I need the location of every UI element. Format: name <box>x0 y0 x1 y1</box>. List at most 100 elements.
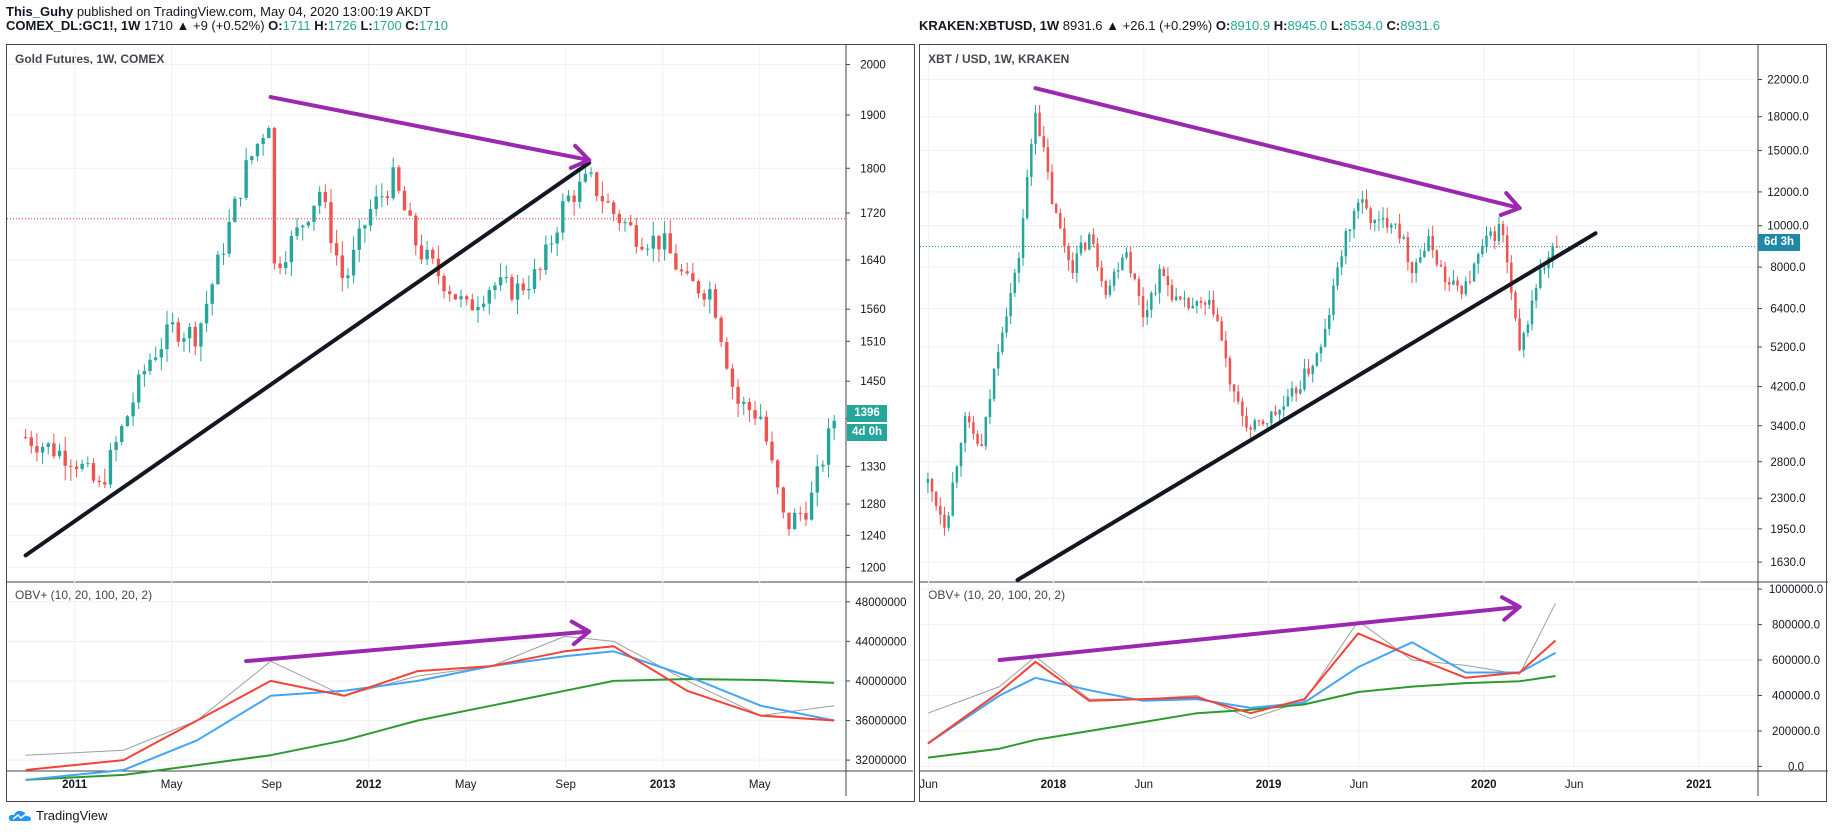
right-candle-body <box>1435 250 1439 265</box>
left-candle-body <box>764 416 769 442</box>
left-candle-body <box>414 215 418 246</box>
left-candle-body <box>453 294 458 300</box>
right-indicator-arrow <box>997 604 1522 663</box>
right-y-tick-label: 15000.0 <box>1767 146 1809 158</box>
right-candle-body <box>1497 224 1501 241</box>
right-candle-body <box>1472 263 1476 282</box>
right-y-tick-label: 2800.0 <box>1770 457 1805 469</box>
right-candle-body <box>1220 321 1223 341</box>
left-candle-body <box>380 196 384 198</box>
right-candle-body <box>1332 285 1335 315</box>
right-candle-body <box>1150 292 1153 310</box>
left-candle-body <box>238 197 243 199</box>
left-candle-body <box>131 402 135 417</box>
left-low-label: L: <box>360 18 373 33</box>
right-symbol: KRAKEN:XBTUSD, 1W <box>919 18 1060 33</box>
left-pane-title: Gold Futures, 1W, COMEX <box>15 52 165 66</box>
right-candle-body <box>1063 228 1066 247</box>
left-candle-body <box>52 443 56 457</box>
right-candle-body <box>1534 287 1538 301</box>
left-ind-tick-label: 40000000 <box>855 676 906 688</box>
left-y-tick-label: 1720 <box>860 208 886 220</box>
right-candle-body <box>1038 112 1041 137</box>
right-candle-body <box>1034 112 1037 145</box>
left-candle-body <box>216 254 220 285</box>
left-candle-body <box>176 322 180 342</box>
left-high: 1726 <box>327 18 357 33</box>
left-candle-body <box>233 198 237 222</box>
right-candle-body <box>1224 340 1228 359</box>
right-symbol-line: KRAKEN:XBTUSD, 1W 8931.6 ▲ +26.1 (+0.29%… <box>919 18 1440 33</box>
right-candle-body <box>1282 406 1285 410</box>
left-candle-body <box>351 249 356 276</box>
left-candle-body <box>527 288 531 291</box>
left-candle-body <box>617 213 622 224</box>
right-countdown-badge: 6d 3h <box>1758 234 1800 251</box>
right-candle-body <box>1274 411 1277 415</box>
left-y-tick-label: 1200 <box>860 563 886 575</box>
left-candle-body <box>397 167 401 191</box>
right-chart-group: 22000.0 18000.0 15000.0 12000.0 10000.0 8000.… <box>919 45 1828 796</box>
left-candle-body <box>498 277 503 286</box>
right-candle-body <box>1443 266 1447 283</box>
right-candle-body <box>1398 223 1401 239</box>
right-candle-body <box>1199 300 1203 303</box>
left-ma-slow-line <box>25 678 835 781</box>
right-candle-body <box>1468 281 1472 283</box>
left-price-arrow <box>268 95 592 163</box>
left-candle-body <box>708 289 712 300</box>
right-candle-body <box>1021 218 1025 258</box>
left-x-tick-label: May <box>749 779 771 791</box>
right-candle-body <box>943 514 946 528</box>
left-candle-body <box>628 222 633 226</box>
left-price-arrow-head <box>568 143 592 170</box>
left-candle-body <box>80 463 84 469</box>
left-candle-body <box>272 128 277 264</box>
left-candle-body <box>244 160 248 198</box>
right-y-tick-label: 1950.0 <box>1770 524 1805 536</box>
right-candle-body <box>1145 309 1149 318</box>
right-ind-tick-label: 200000.0 <box>1772 726 1820 738</box>
tradingview-logo[interactable]: TradingView <box>8 808 108 823</box>
left-candle-body <box>91 463 96 481</box>
left-chart-frame[interactable] <box>6 44 915 802</box>
right-candle-body <box>1054 204 1058 213</box>
right-close-label: C: <box>1386 18 1401 33</box>
left-candle-body <box>657 235 661 250</box>
left-candle-body <box>97 480 101 483</box>
right-candle-body <box>992 368 996 399</box>
left-candle-body <box>572 195 576 202</box>
left-candle-body <box>742 401 746 404</box>
right-candle-body <box>1183 298 1186 300</box>
right-x-tick-label: 2020 <box>1471 779 1497 791</box>
right-y-tick-label: 12000.0 <box>1767 187 1809 199</box>
left-ma-fast-line <box>25 645 835 771</box>
right-candle-body <box>1042 136 1045 148</box>
left-candle-body <box>804 513 808 520</box>
left-candle-body <box>464 296 469 300</box>
author-name[interactable]: This_Guhy <box>6 4 74 19</box>
right-x-tick-label: 2019 <box>1256 779 1282 791</box>
left-candle-body <box>170 322 175 325</box>
left-candle-body <box>153 357 158 360</box>
left-candle-body <box>125 416 130 427</box>
left-candle-body <box>634 225 639 247</box>
right-candle-body <box>1452 280 1455 285</box>
right-candle-body <box>996 352 1000 369</box>
right-candle-body <box>1431 236 1434 251</box>
right-candle-body <box>1191 305 1194 309</box>
left-candle-body <box>120 426 124 443</box>
left-y-tick-label: 1280 <box>860 499 886 511</box>
right-candle-body <box>1108 285 1112 295</box>
right-candle-body <box>1228 358 1232 385</box>
right-candle-body <box>1257 420 1261 422</box>
left-x-tick-label: May <box>161 779 183 791</box>
right-candle-body <box>1373 219 1377 224</box>
right-candle-body <box>1009 293 1012 317</box>
right-candle-body <box>1530 300 1534 325</box>
left-candle-body <box>476 306 480 311</box>
left-symbol-line: COMEX_DL:GC1!, 1W 1710 ▲ +9 (+0.52%) O:1… <box>6 18 448 33</box>
right-candle-body <box>1216 314 1219 322</box>
left-candle-body <box>210 284 214 304</box>
